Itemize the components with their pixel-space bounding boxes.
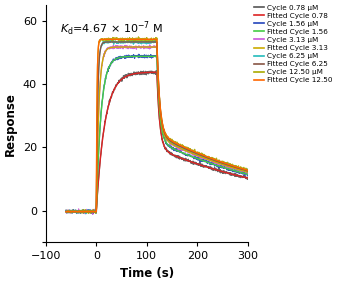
Legend: Cycle 0.78 μM, Fitted Cycle 0.78, Cycle 1.56 μM, Fitted Cycle 1.56, Cycle 3.13 μ: Cycle 0.78 μM, Fitted Cycle 0.78, Cycle … — [253, 4, 333, 84]
X-axis label: Time (s): Time (s) — [120, 267, 174, 280]
Y-axis label: Response: Response — [4, 92, 17, 156]
Text: $\mathit{K}_\mathrm{d}$=4.67 × 10$^{-7}$ M: $\mathit{K}_\mathrm{d}$=4.67 × 10$^{-7}$… — [60, 19, 163, 37]
